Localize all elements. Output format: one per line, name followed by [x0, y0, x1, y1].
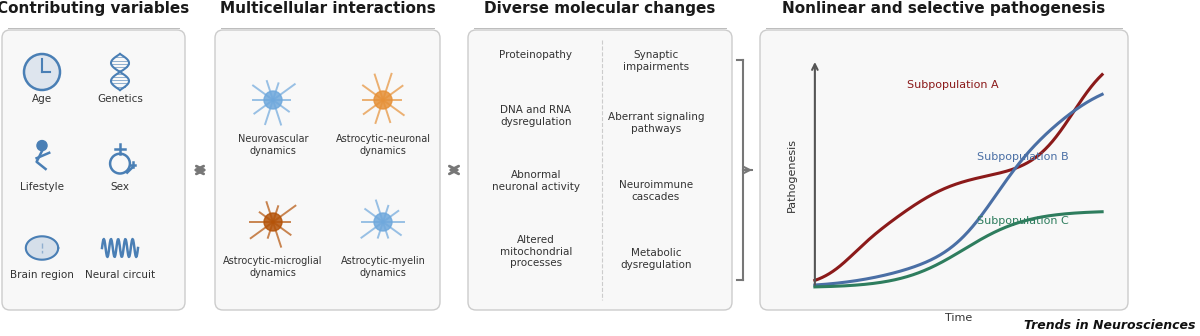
FancyBboxPatch shape [468, 30, 732, 310]
Text: Age: Age [32, 94, 52, 104]
Polygon shape [26, 236, 59, 260]
Circle shape [24, 54, 60, 90]
Text: DNA and RNA
dysregulation: DNA and RNA dysregulation [500, 105, 571, 127]
Text: Altered
mitochondrial
processes: Altered mitochondrial processes [500, 235, 572, 268]
Text: Synaptic
impairments: Synaptic impairments [623, 50, 689, 72]
Circle shape [264, 213, 282, 231]
Text: Contributing variables: Contributing variables [0, 1, 190, 16]
Text: Lifestyle: Lifestyle [20, 182, 64, 192]
Text: Metabolic
dysregulation: Metabolic dysregulation [620, 248, 691, 269]
Text: Brain region: Brain region [10, 270, 74, 280]
Text: Astrocytic-myelin
dynamics: Astrocytic-myelin dynamics [341, 256, 426, 278]
Circle shape [374, 91, 392, 109]
Text: Time: Time [944, 313, 972, 323]
Text: Abnormal
neuronal activity: Abnormal neuronal activity [492, 170, 580, 192]
Text: Diverse molecular changes: Diverse molecular changes [485, 1, 715, 16]
Circle shape [264, 91, 282, 109]
Text: Genetics: Genetics [97, 94, 143, 104]
Text: Astrocytic-neuronal
dynamics: Astrocytic-neuronal dynamics [336, 134, 431, 156]
Text: Trends in Neurosciences: Trends in Neurosciences [1025, 319, 1196, 332]
Text: Neuroimmune
cascades: Neuroimmune cascades [619, 180, 694, 202]
Circle shape [37, 140, 47, 151]
Text: Nonlinear and selective pathogenesis: Nonlinear and selective pathogenesis [782, 1, 1105, 16]
Text: Astrocytic-microglial
dynamics: Astrocytic-microglial dynamics [223, 256, 323, 278]
FancyBboxPatch shape [2, 30, 185, 310]
Text: Sex: Sex [110, 182, 130, 192]
Text: Subpopulation C: Subpopulation C [977, 216, 1069, 226]
FancyBboxPatch shape [760, 30, 1128, 310]
Text: Aberrant signaling
pathways: Aberrant signaling pathways [607, 112, 704, 134]
Text: Pathogenesis: Pathogenesis [787, 137, 797, 211]
Circle shape [374, 213, 392, 231]
Text: Subpopulation B: Subpopulation B [977, 153, 1069, 162]
Text: Subpopulation A: Subpopulation A [907, 80, 998, 90]
FancyBboxPatch shape [215, 30, 440, 310]
Text: Neural circuit: Neural circuit [85, 270, 155, 280]
Text: Neurovascular
dynamics: Neurovascular dynamics [238, 134, 308, 156]
Text: Proteinopathy: Proteinopathy [499, 50, 572, 60]
Text: Multicellular interactions: Multicellular interactions [220, 1, 436, 16]
